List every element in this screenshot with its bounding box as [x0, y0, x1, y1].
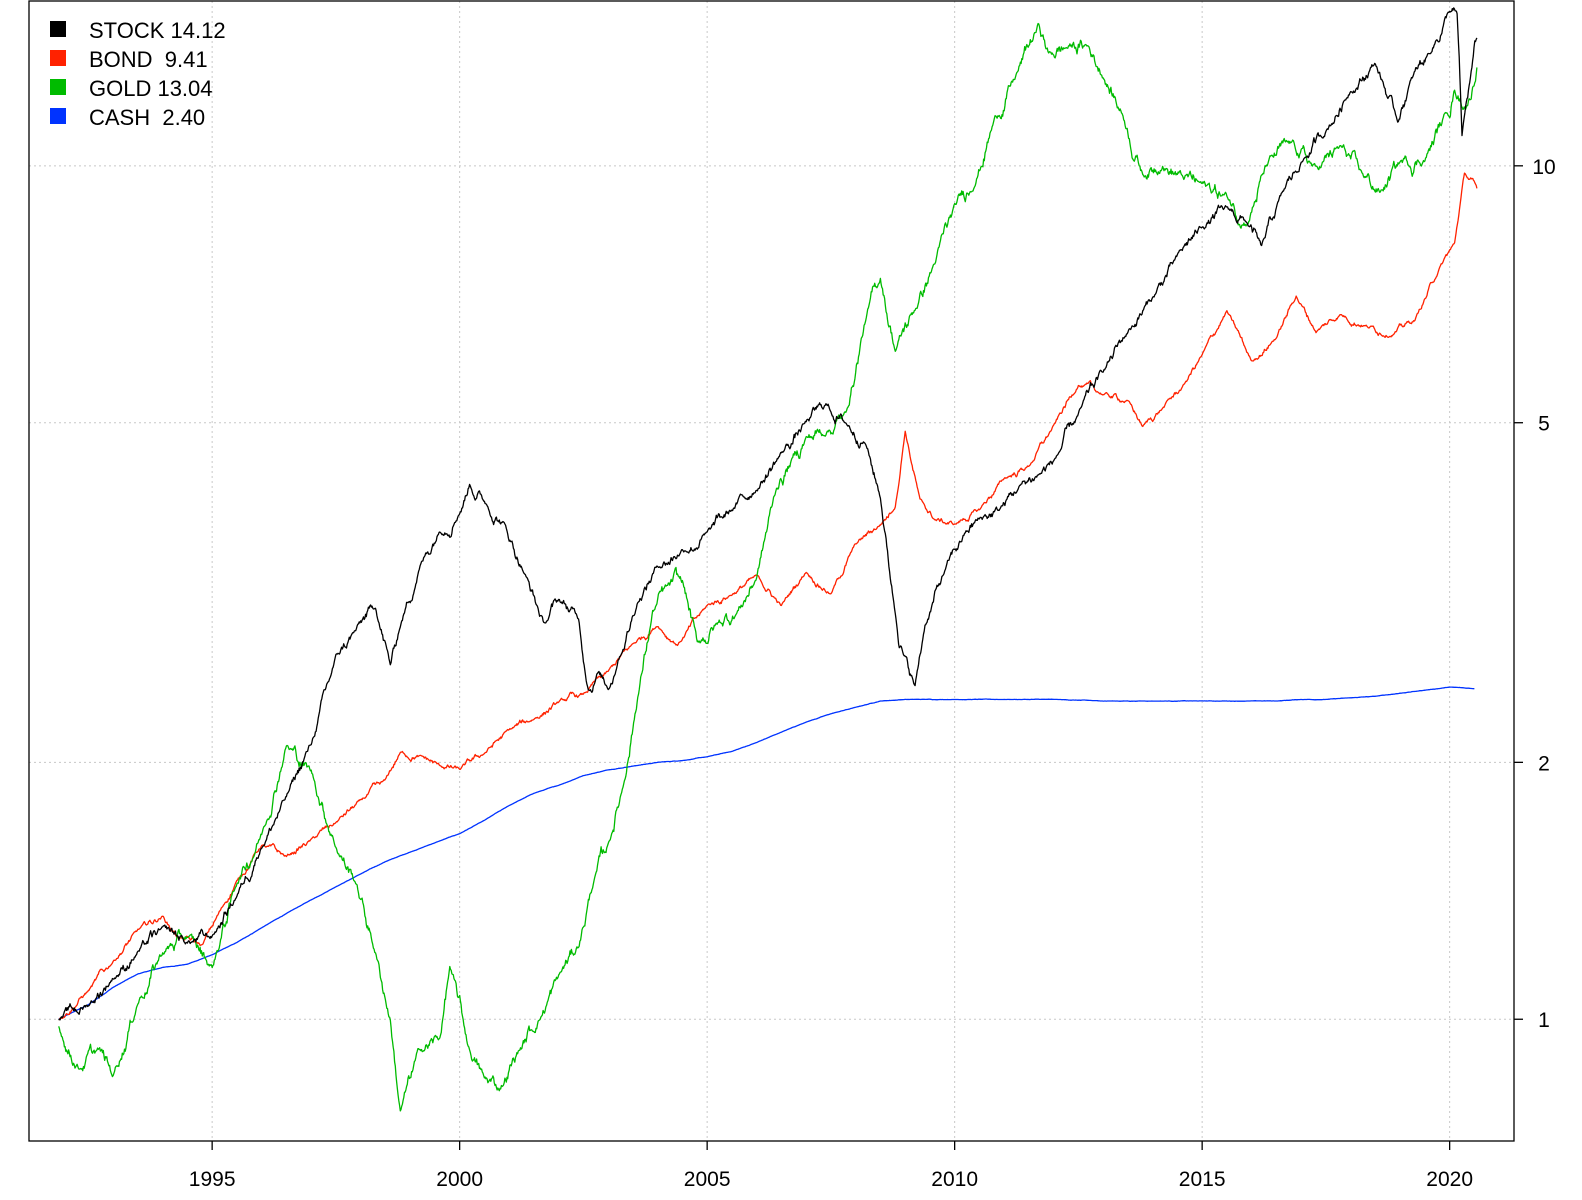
y-axis: 1 2 5 10 [1514, 156, 1556, 1032]
x-tick-label: 2000 [436, 1168, 483, 1191]
x-tick-label: 2010 [931, 1168, 978, 1191]
y-tick-label: 10 [1532, 156, 1555, 179]
legend-label: STOCK 14.12 [89, 18, 226, 43]
legend-label: BOND 9.41 [89, 47, 208, 72]
legend-swatch [50, 79, 66, 95]
series-line-gold [58, 22, 1478, 1112]
series-line-bond [58, 172, 1478, 1021]
legend-label: CASH 2.40 [89, 105, 205, 130]
y-tick-label: 5 [1538, 413, 1550, 436]
legend-swatch [50, 21, 66, 37]
x-tick-label: 1995 [189, 1168, 236, 1191]
legend-swatch [50, 50, 66, 66]
legend-label: GOLD 13.04 [89, 76, 213, 101]
plot-frame [28, 0, 1515, 1142]
y-tick-label: 2 [1538, 752, 1550, 775]
x-tick-label: 2020 [1426, 1168, 1473, 1191]
series-line-stock [58, 7, 1478, 1021]
x-axis: 1995 2000 2005 2010 2015 2020 [189, 1141, 1473, 1191]
y-tick-label: 1 [1538, 1009, 1550, 1032]
series-line-cash [58, 686, 1475, 1020]
series-lines [58, 7, 1478, 1112]
x-tick-label: 2015 [1179, 1168, 1226, 1191]
legend-swatch [50, 108, 66, 124]
grid [29, 1, 1514, 1141]
x-tick-label: 2005 [684, 1168, 731, 1191]
legend: STOCK 14.12 BOND 9.41 GOLD 13.04 CASH 2.40 [50, 18, 226, 130]
